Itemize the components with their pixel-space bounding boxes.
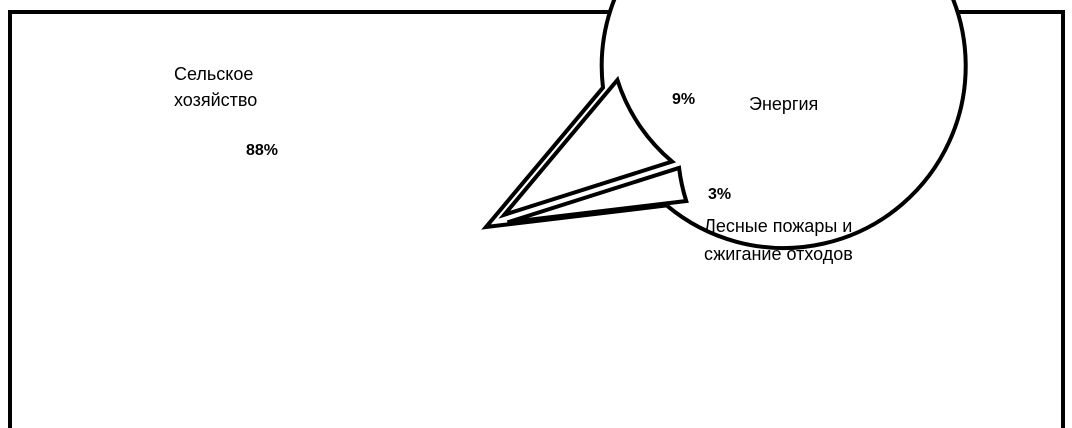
label-forest-fires-line1: Лесные пожары и [704, 216, 852, 236]
label-energy: Энергия [749, 94, 818, 114]
slice-agriculture [481, 0, 968, 250]
label-agriculture-line2: хозяйство [174, 90, 257, 110]
slice-forest-fires [506, 165, 689, 225]
chart-frame [8, 10, 1065, 428]
pie-slices [481, 0, 968, 250]
label-agriculture-line1: Сельское [174, 64, 253, 84]
value-forest-fires: 3% [708, 186, 731, 203]
slice-energy [498, 75, 677, 219]
value-agriculture: 88% [246, 142, 278, 159]
value-energy: 9% [672, 91, 695, 108]
label-forest-fires-line2: сжигание отходов [704, 244, 853, 264]
